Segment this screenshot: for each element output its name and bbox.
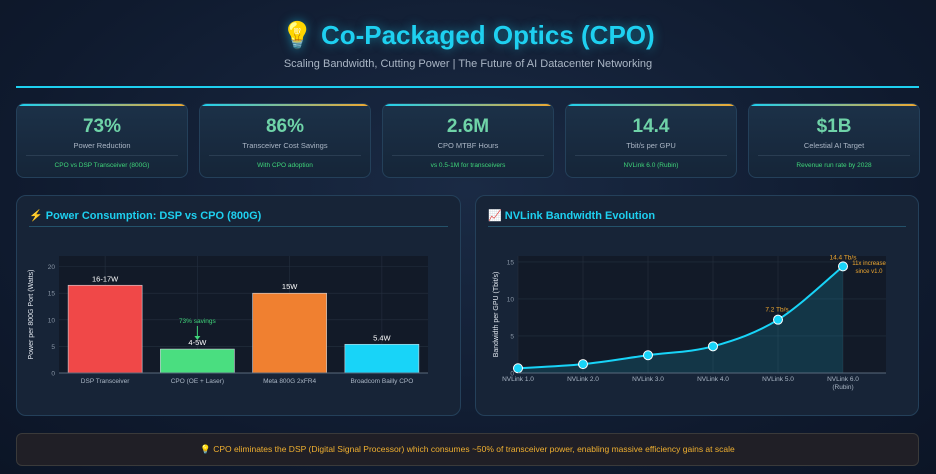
y-tick-label: 5: [510, 333, 514, 340]
stat-card-bandwidth: 14.4 Tbit/s per GPU NVLink 6.0 (Rubin): [565, 103, 737, 178]
x-tick-label-sub: (Rubin): [832, 384, 853, 391]
data-point: [838, 261, 848, 272]
data-point: [773, 314, 783, 325]
x-tick-label: NVLink 4.0: [697, 376, 729, 383]
lightning-icon: ⚡: [29, 210, 43, 222]
x-tick-label: CPO (OE + Laser): [171, 378, 224, 385]
bar: [160, 348, 235, 374]
stat-label: Celestial AI Target: [803, 141, 865, 150]
x-tick-label: NVLink 6.0: [827, 376, 859, 383]
annotation-since: since v1.0: [855, 269, 883, 275]
bar-value-label: 15W: [282, 282, 298, 291]
x-tick-label: NVLink 3.0: [632, 376, 664, 383]
page-subtitle: Scaling Bandwidth, Cutting Power | The F…: [283, 58, 653, 70]
y-tick-label: 20: [48, 264, 56, 271]
annotation-increase: 11x increase: [852, 261, 886, 267]
data-point: [513, 363, 523, 374]
y-tick-label: 15: [48, 291, 56, 298]
y-tick-label: 0: [510, 371, 514, 378]
x-tick-label: NVLink 1.0: [502, 376, 534, 383]
bar: [344, 343, 420, 374]
bar-value-label: 16-17W: [92, 274, 119, 283]
area-fill: [518, 266, 843, 373]
stat-sub: Revenue run rate by 2028: [796, 162, 872, 169]
bar: [252, 292, 327, 374]
nvlink-chart-title: 📈 NVLink Bandwidth Evolution: [488, 209, 655, 222]
data-point: [578, 359, 588, 370]
y-tick-label: 5: [51, 344, 55, 351]
x-tick-label: NVLink 2.0: [567, 376, 599, 383]
data-point: [708, 341, 718, 352]
y-tick-label: 10: [507, 296, 515, 303]
footer-insight: 💡 CPO eliminates the DSP (Digital Signal…: [16, 433, 919, 466]
stat-card-mtbf: 2.6M CPO MTBF Hours vs 0.5-1M for transcei…: [382, 103, 554, 178]
power-chart-title: ⚡ Power Consumption: DSP vs CPO (800G): [29, 209, 261, 222]
annotation-14-4: 14.4 Tb/s: [830, 254, 858, 261]
title-text: NVLink Bandwidth Evolution: [504, 210, 656, 222]
stat-value: $1B: [816, 116, 852, 137]
bar: [67, 284, 143, 374]
chart-icon: 📈: [488, 210, 502, 222]
stat-card-revenue: $1B Celestial AI Target Revenue run rate b…: [748, 103, 920, 178]
stat-value: 86%: [265, 116, 305, 137]
header-divider: [16, 86, 919, 88]
lightbulb-icon: 💡: [281, 20, 314, 50]
y-axis-label: Power per 800G Port (Watts): [28, 270, 35, 360]
x-tick-label: Broadcom Bailly CPO: [350, 378, 413, 385]
title-text: Power Consumption: DSP vs CPO (800G): [45, 210, 262, 222]
page-title: 💡 Co-Packaged Optics (CPO): [0, 20, 936, 51]
stat-card-cost-savings: 86% Transceiver Cost Savings With CPO adop…: [199, 103, 371, 178]
bar-value-label: 5.4W: [373, 333, 391, 342]
annotation-7-2: 7.2 Tb/s: [765, 307, 789, 314]
savings-annotation: 73% savings: [179, 318, 217, 325]
stat-label: Power Reduction: [73, 141, 131, 150]
stat-sub: vs 0.5-1M for transceivers: [430, 162, 506, 169]
stat-sub: With CPO adoption: [257, 162, 313, 169]
x-tick-label: Meta 800G 2xFR4: [263, 378, 316, 385]
savings-arrowhead: [194, 336, 201, 340]
stat-label: CPO MTBF Hours: [437, 141, 499, 150]
stat-sub: CPO vs DSP Transceiver (800G): [54, 162, 150, 169]
y-axis-label: Bandwidth per GPU (Tbit/s): [493, 272, 500, 358]
y-tick-label: 15: [507, 259, 515, 266]
lightbulb-icon: 💡: [200, 444, 211, 454]
data-point: [643, 350, 653, 361]
bar-value-label: 4-5W: [188, 338, 207, 347]
y-tick-label: 10: [48, 317, 56, 324]
stat-label: Tbit/s per GPU: [626, 141, 676, 150]
title-text: Co-Packaged Optics (CPO): [320, 20, 655, 50]
x-tick-label: DSP Transceiver: [81, 378, 130, 385]
stat-card-power-reduction: 73% Power Reduction CPO vs DSP Transceiver…: [16, 103, 188, 178]
plot-area: [518, 256, 886, 373]
stat-value: 14.4: [632, 116, 670, 137]
stat-value: 73%: [82, 116, 122, 137]
stat-sub: NVLink 6.0 (Rubin): [623, 162, 679, 169]
y-tick-label: 0: [51, 371, 55, 378]
stat-value: 2.6M: [446, 116, 490, 137]
stat-label: Transceiver Cost Savings: [242, 141, 328, 150]
x-tick-label: NVLink 5.0: [762, 376, 794, 383]
series-line: [517, 265, 844, 370]
footer-text: CPO eliminates the DSP (Digital Signal P…: [213, 444, 735, 454]
